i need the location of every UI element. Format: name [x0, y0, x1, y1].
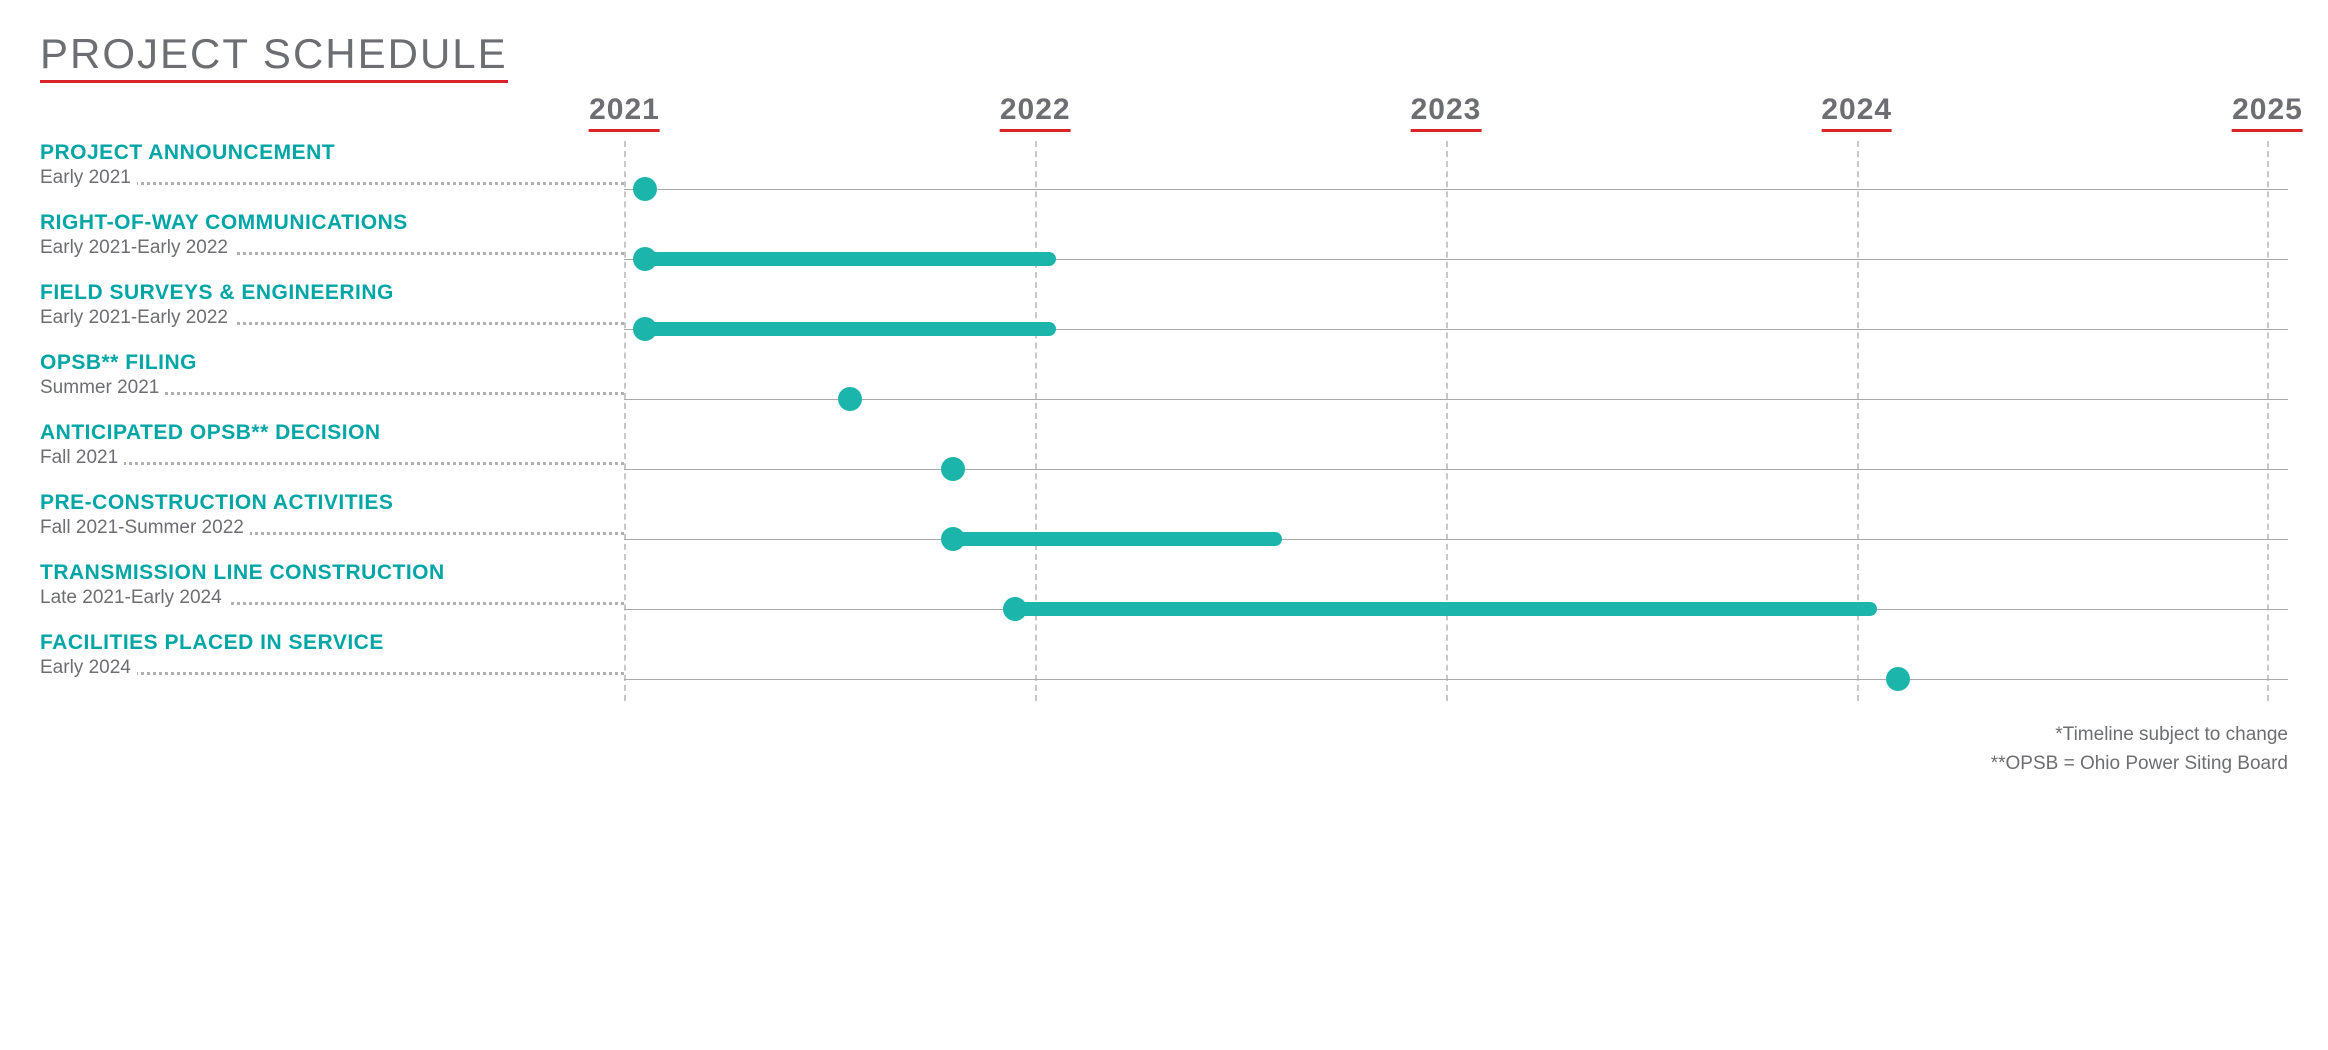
gantt-start-dot: [633, 177, 657, 201]
task-subtitle: Early 2021: [40, 167, 137, 189]
gantt-start-dot: [941, 457, 965, 481]
gantt-start-dot: [941, 527, 965, 551]
task-title: FACILITIES PLACED IN SERVICE: [40, 631, 624, 655]
task-subtitle: Early 2021-Early 2022: [40, 237, 234, 259]
task-subtitle: Early 2024: [40, 657, 137, 679]
task-title: ANTICIPATED OPSB** DECISION: [40, 421, 624, 445]
gantt-bar: [953, 532, 1282, 546]
chart-wrapper: PROJECT ANNOUNCEMENTEarly 2021RIGHT-OF-W…: [40, 93, 2288, 701]
gantt-start-dot: [1003, 597, 1027, 621]
footnotes: *Timeline subject to change**OPSB = Ohio…: [40, 721, 2288, 778]
row-baseline: [624, 189, 2288, 190]
row-baseline: [624, 679, 2288, 680]
task-subtitle-row: Summer 2021: [40, 377, 624, 401]
task-subtitle: Summer 2021: [40, 377, 165, 399]
task-subtitle-row: Early 2024: [40, 657, 624, 681]
gantt-bar: [1015, 602, 1878, 616]
gantt-bar: [645, 252, 1056, 266]
task-subtitle-row: Early 2021-Early 2022: [40, 237, 624, 261]
gantt-row: [624, 281, 2288, 351]
task-label-block: OPSB** FILINGSummer 2021: [40, 351, 624, 421]
gantt-start-dot: [633, 247, 657, 271]
labels-column: PROJECT ANNOUNCEMENTEarly 2021RIGHT-OF-W…: [40, 93, 624, 701]
task-subtitle: Fall 2021-Summer 2022: [40, 517, 250, 539]
task-label-block: RIGHT-OF-WAY COMMUNICATIONSEarly 2021-Ea…: [40, 211, 624, 281]
row-baseline: [624, 399, 2288, 400]
timeline-column: 20212022202320242025: [624, 93, 2288, 701]
gantt-row: [624, 421, 2288, 491]
task-label-block: TRANSMISSION LINE CONSTRUCTIONLate 2021-…: [40, 561, 624, 631]
task-label-block: ANTICIPATED OPSB** DECISIONFall 2021: [40, 421, 624, 491]
gantt-row: [624, 631, 2288, 701]
dot-leader: [40, 462, 624, 465]
task-title: RIGHT-OF-WAY COMMUNICATIONS: [40, 211, 624, 235]
task-subtitle-row: Early 2021-Early 2022: [40, 307, 624, 331]
task-subtitle-row: Early 2021: [40, 167, 624, 191]
gantt-area: [624, 141, 2288, 701]
task-subtitle-row: Late 2021-Early 2024: [40, 587, 624, 611]
task-label-block: FIELD SURVEYS & ENGINEERINGEarly 2021-Ea…: [40, 281, 624, 351]
task-subtitle-row: Fall 2021-Summer 2022: [40, 517, 624, 541]
project-schedule-container: PROJECT SCHEDULE PROJECT ANNOUNCEMENTEar…: [40, 30, 2288, 778]
year-label: 2021: [589, 93, 660, 132]
task-label-block: PROJECT ANNOUNCEMENTEarly 2021: [40, 141, 624, 211]
gantt-start-dot: [1886, 667, 1910, 691]
gantt-row: [624, 141, 2288, 211]
row-baseline: [624, 539, 2288, 540]
row-baseline: [624, 469, 2288, 470]
task-label-block: PRE-CONSTRUCTION ACTIVITIESFall 2021-Sum…: [40, 491, 624, 561]
task-title: TRANSMISSION LINE CONSTRUCTION: [40, 561, 624, 585]
task-title: FIELD SURVEYS & ENGINEERING: [40, 281, 624, 305]
task-subtitle: Fall 2021: [40, 447, 124, 469]
year-label: 2024: [1821, 93, 1892, 132]
gantt-row: [624, 351, 2288, 421]
year-label: 2022: [1000, 93, 1071, 132]
year-label: 2023: [1411, 93, 1482, 132]
gantt-row: [624, 491, 2288, 561]
gantt-bar: [645, 322, 1056, 336]
page-title: PROJECT SCHEDULE: [40, 30, 508, 83]
gantt-row: [624, 211, 2288, 281]
gantt-row: [624, 561, 2288, 631]
task-title: OPSB** FILING: [40, 351, 624, 375]
gantt-start-dot: [633, 317, 657, 341]
years-axis: 20212022202320242025: [624, 93, 2288, 141]
gantt-start-dot: [838, 387, 862, 411]
task-title: PRE-CONSTRUCTION ACTIVITIES: [40, 491, 624, 515]
task-title: PROJECT ANNOUNCEMENT: [40, 141, 624, 165]
task-subtitle-row: Fall 2021: [40, 447, 624, 471]
footnote-line: **OPSB = Ohio Power Siting Board: [40, 750, 2288, 779]
footnote-line: *Timeline subject to change: [40, 721, 2288, 750]
year-label: 2025: [2232, 93, 2303, 132]
task-label-block: FACILITIES PLACED IN SERVICEEarly 2024: [40, 631, 624, 701]
task-subtitle: Early 2021-Early 2022: [40, 307, 234, 329]
task-subtitle: Late 2021-Early 2024: [40, 587, 228, 609]
